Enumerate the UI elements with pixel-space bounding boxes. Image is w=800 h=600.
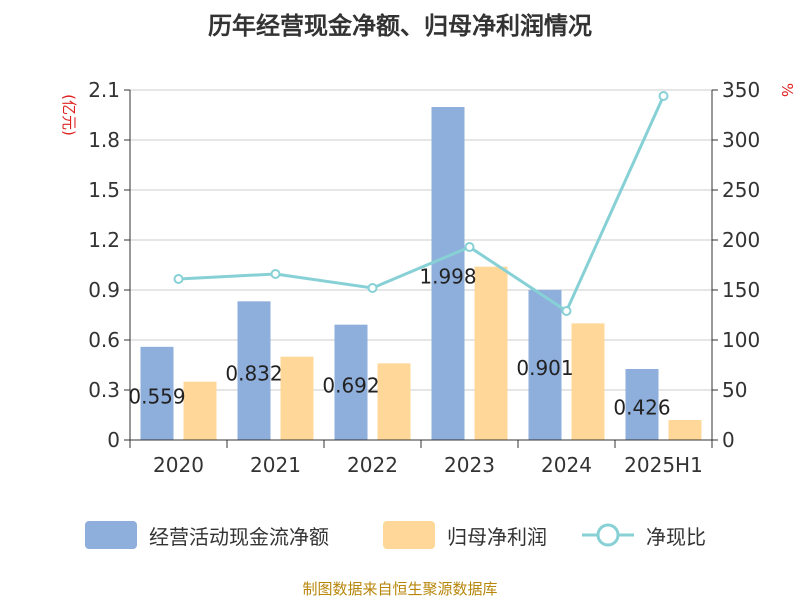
x-tick-label: 2024	[541, 453, 592, 477]
left-tick-label: 2.1	[88, 78, 120, 102]
bar-netprofit	[183, 381, 217, 440]
ratio-point	[173, 274, 184, 284]
bar-cashflow	[528, 289, 562, 440]
left-axis-title: (亿元)	[60, 94, 78, 136]
legend-label-ratio: 净现比	[646, 524, 706, 549]
legend: 经营活动现金流净额 归母净利润 净现比	[0, 518, 800, 552]
ratio-point	[464, 242, 475, 252]
right-tick-label: 300	[722, 128, 760, 152]
bar-netprofit	[280, 356, 314, 440]
ratio-line	[173, 91, 669, 316]
right-tick-label: 100	[722, 328, 760, 352]
data-label: 0.426	[613, 396, 670, 420]
right-tick-label: 350	[722, 78, 760, 102]
legend-item-netprofit[interactable]: 归母净利润	[383, 518, 547, 552]
right-tick-label: 150	[722, 278, 760, 302]
data-labels: 0.559 0.832 0.692 1.998 0.901 0.426	[128, 265, 670, 420]
left-tick-label: 0.3	[88, 378, 120, 402]
legend-label-cashflow: 经营活动现金流净额	[149, 524, 329, 549]
right-axis-title: %	[778, 83, 796, 97]
x-tick-label: 2020	[153, 453, 204, 477]
chart-title: 历年经营现金净额、归母净利润情况	[208, 12, 592, 40]
left-tick-label: 0.9	[88, 278, 120, 302]
ratio-point	[658, 91, 669, 101]
legend-swatch-cashflow	[85, 521, 137, 549]
bar-netprofit	[668, 420, 702, 440]
legend-item-cashflow[interactable]: 经营活动现金流净额	[85, 518, 329, 552]
legend-swatch-netprofit	[383, 521, 435, 549]
bar-netprofit	[377, 363, 411, 440]
bars	[140, 107, 702, 440]
bar-netprofit	[571, 323, 605, 440]
right-tick-label: 0	[722, 428, 735, 452]
left-tick-label: 0	[107, 428, 120, 452]
x-tick-label: 2023	[444, 453, 495, 477]
ratio-line-path	[178, 95, 665, 314]
ratio-point	[270, 269, 281, 279]
ratio-point	[561, 306, 572, 316]
left-tick-label: 1.5	[88, 178, 120, 202]
axes: 0 0.3 0.6 0.9 1.2 1.5 1.8 2.1 0 50 100 150 200 250 300…	[60, 78, 796, 477]
bar-cashflow	[140, 346, 174, 440]
data-label: 0.559	[128, 384, 185, 408]
bar-cashflow	[334, 324, 368, 440]
bar-cashflow	[431, 107, 465, 440]
ratio-point	[367, 283, 378, 293]
x-tick-label: 2025H1	[624, 453, 703, 477]
left-tick-label: 0.6	[88, 328, 120, 352]
data-label: 0.901	[516, 356, 573, 380]
data-label: 0.832	[225, 362, 282, 386]
data-label: 0.692	[322, 373, 379, 397]
bar-cashflow	[237, 301, 271, 440]
left-tick-label: 1.8	[88, 128, 120, 152]
bar-netprofit	[474, 266, 508, 440]
right-tick-label: 50	[722, 378, 747, 402]
right-tick-label: 200	[722, 228, 760, 252]
bar-cashflow	[625, 369, 659, 440]
source-note: 制图数据来自恒生聚源数据库	[302, 580, 498, 598]
right-tick-label: 250	[722, 178, 760, 202]
legend-item-ratio[interactable]: 净现比	[582, 518, 706, 552]
legend-swatch-ratio	[582, 523, 634, 547]
gridlines	[130, 89, 712, 391]
x-tick-label: 2021	[250, 453, 301, 477]
x-tick-label: 2022	[347, 453, 398, 477]
left-tick-label: 1.2	[88, 228, 120, 252]
legend-label-netprofit: 归母净利润	[447, 524, 547, 549]
data-label: 1.998	[419, 265, 476, 289]
